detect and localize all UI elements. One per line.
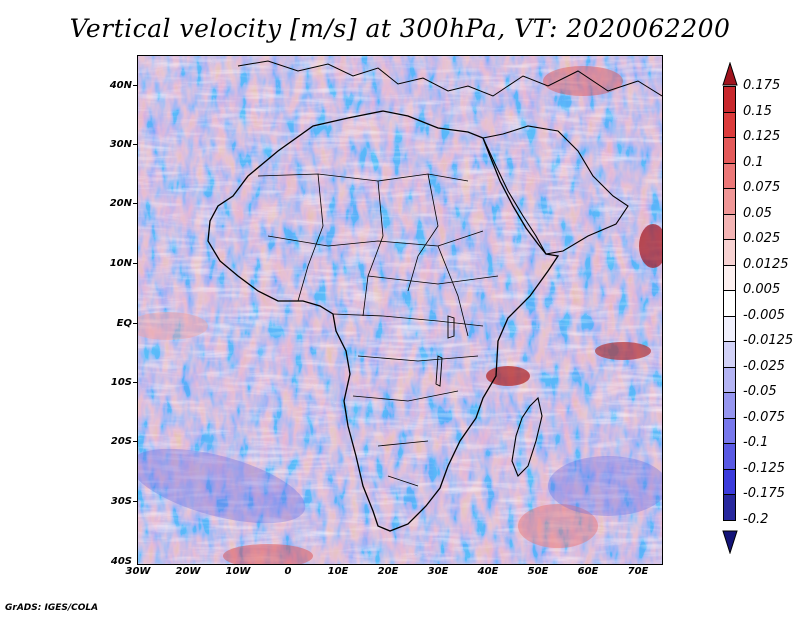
lon-label: 70E [627,566,649,577]
colorbar-level-label: -0.175 [743,486,785,502]
colorbar-level-label: 0.075 [743,180,781,196]
colorbar-cell [723,341,736,368]
updraft-region [639,224,662,268]
map-plot-area [137,55,663,565]
colorbar-level-label: -0.005 [743,307,785,323]
lon-label: 30E [427,566,449,577]
chart-title: Vertical velocity [m/s] at 300hPa, VT: 2… [69,14,731,43]
colorbar-cell [723,290,736,317]
colorbar-level-label: -0.1 [743,435,769,451]
lon-label: 20W [175,566,201,577]
lat-tick [133,85,137,86]
grads-credit: GrADS: IGES/COLA [5,603,99,613]
lat-tick [133,263,137,264]
europe-coastline [237,60,662,97]
africa-coastline [207,110,560,532]
lat-tick [133,203,137,204]
country-borders [257,173,499,487]
updraft-region [138,312,208,340]
colorbar-bottom-arrow [722,530,738,554]
colorbar-cell [723,213,736,241]
colorbar-cell [723,468,736,496]
lat-tick [133,382,137,383]
colorbar-level-label: 0.0125 [743,256,789,272]
lon-label: 20E [377,566,399,577]
updraft-region [543,66,623,96]
colorbar-cell [723,188,736,215]
colorbar-cell [723,417,736,445]
colorbar-cell [723,494,736,521]
lat-label: 30S [110,496,132,507]
lat-tick [133,501,137,502]
updraft-region [486,366,530,386]
colorbar-level-label: -0.2 [743,512,769,527]
colorbar [723,86,736,521]
colorbar-level-label: 0.05 [743,205,772,221]
colorbar-level-label: 0.15 [743,103,772,119]
lon-label: 30W [125,566,151,577]
subsidence-region [138,448,306,524]
lat-label: 20S [110,436,132,447]
lon-label: 10E [327,566,349,577]
colorbar-cell [723,443,736,470]
colorbar-cell [723,162,736,190]
colorbar-cell [723,137,736,164]
lat-label: 10N [109,258,132,269]
colorbar-level-label: -0.075 [743,409,785,425]
lat-label: EQ [116,318,132,329]
lon-label: 50E [527,566,549,577]
colorbar-level-label: 0.005 [743,282,781,298]
colorbar-level-label: 0.025 [743,231,781,247]
lon-label: 0 [284,566,292,577]
arabia-coastline [482,125,629,255]
madagascar-coastline [511,396,543,477]
lakes [435,315,455,387]
colorbar-top-arrow [722,62,738,86]
updraft-region [595,342,651,360]
lat-tick [133,441,137,442]
colorbar-cell [723,315,736,343]
lat-label: 40N [109,80,132,91]
colorbar-level-label: -0.025 [743,358,785,374]
white-streaks [138,56,662,564]
colorbar-cell [723,366,736,394]
subsidence-region [548,456,662,516]
colorbar-level-label: -0.05 [743,384,777,400]
lat-tick [133,323,137,324]
lat-label: 40S [110,556,132,567]
lat-label: 30N [109,139,132,150]
colorbar-level-label: 0.1 [743,154,764,170]
colorbar-level-label: 0.175 [743,78,781,93]
lat-label: 10S [110,377,132,388]
colorbar-cell [723,239,736,266]
colorbar-cell [723,392,736,419]
lon-label: 40E [477,566,499,577]
colorbar-level-label: -0.125 [743,460,785,476]
velocity-map [138,56,662,564]
updraft-region [223,544,313,564]
colorbar-level-label: -0.0125 [743,333,794,349]
lon-label: 10W [225,566,251,577]
colorbar-cell [723,86,736,113]
colorbar-level-label: 0.125 [743,129,781,145]
lat-tick [133,144,137,145]
lon-label: 60E [577,566,599,577]
updraft-region [518,504,598,548]
colorbar-cell [723,111,736,139]
colorbar-cell [723,264,736,292]
lat-label: 20N [109,198,132,209]
